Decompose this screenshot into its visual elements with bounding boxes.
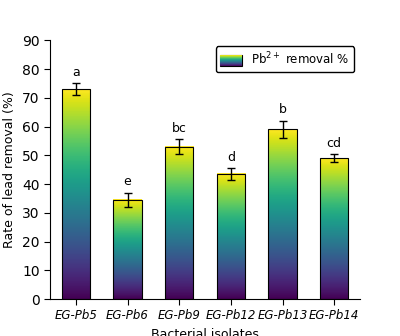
Bar — [165, 147, 193, 299]
Bar — [217, 174, 245, 299]
Text: cd: cd — [327, 136, 342, 150]
Bar — [320, 158, 348, 299]
X-axis label: Bacterial isolates: Bacterial isolates — [151, 328, 259, 336]
Text: a: a — [72, 66, 80, 79]
Text: b: b — [278, 103, 286, 117]
Bar — [62, 89, 90, 299]
Text: bc: bc — [172, 122, 187, 135]
Text: d: d — [227, 151, 235, 164]
Legend: Pb$^{2+}$ removal %: Pb$^{2+}$ removal % — [216, 46, 354, 72]
Bar — [113, 200, 142, 299]
Y-axis label: Rate of lead removal (%): Rate of lead removal (%) — [4, 91, 16, 248]
Text: e: e — [124, 175, 131, 188]
Bar — [268, 129, 297, 299]
